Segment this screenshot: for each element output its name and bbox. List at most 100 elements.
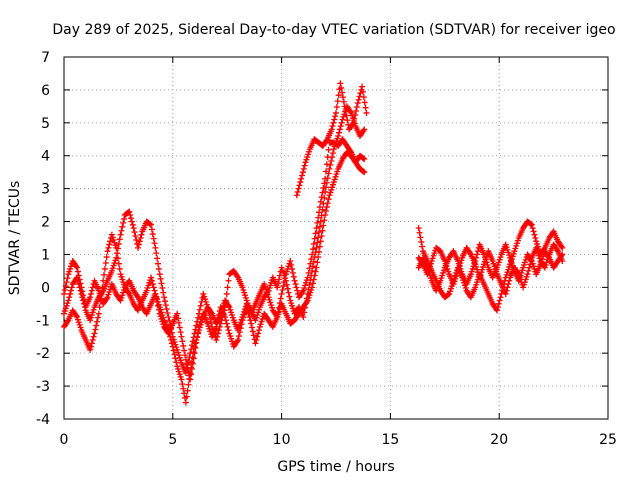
data-point <box>324 200 331 207</box>
data-point <box>273 312 280 319</box>
data-point <box>127 211 134 218</box>
data-point <box>87 290 94 297</box>
data-point <box>128 218 135 225</box>
data-series <box>293 80 370 199</box>
data-point <box>120 219 127 226</box>
y-tick-label: 0 <box>41 280 50 296</box>
data-point <box>117 231 124 238</box>
data-point <box>152 290 159 297</box>
data-point <box>215 327 222 334</box>
data-point <box>505 281 512 288</box>
data-point <box>74 268 81 275</box>
data-point <box>195 314 202 321</box>
data-point <box>305 269 312 276</box>
data-point <box>559 251 566 258</box>
data-point <box>149 231 156 238</box>
data-point <box>299 288 306 295</box>
data-point <box>336 126 343 133</box>
data-point <box>417 234 424 241</box>
data-point <box>361 126 368 133</box>
y-tick-label: -2 <box>36 346 50 362</box>
data-point <box>134 244 141 251</box>
data-point <box>312 268 319 275</box>
data-point <box>354 100 361 107</box>
data-point <box>166 317 173 324</box>
data-point <box>319 189 326 196</box>
data-point <box>225 277 232 284</box>
data-point <box>335 132 342 139</box>
data-series <box>61 136 368 376</box>
plot-frame <box>63 56 609 420</box>
data-point <box>73 263 80 270</box>
data-point <box>255 330 262 337</box>
data-point <box>68 284 75 291</box>
data-point <box>214 319 221 326</box>
data-point <box>158 280 165 287</box>
data-series <box>61 149 368 383</box>
data-point <box>64 275 71 282</box>
data-point <box>320 184 327 191</box>
y-tick-label: 3 <box>41 182 50 198</box>
data-point <box>224 323 231 330</box>
data-point <box>162 302 169 309</box>
data-point <box>323 204 330 211</box>
data-point <box>235 337 242 344</box>
data-point <box>289 269 296 276</box>
data-point <box>558 243 565 250</box>
data-point <box>234 338 241 345</box>
data-point <box>290 273 297 280</box>
data-point <box>190 334 197 341</box>
data-point <box>361 156 368 163</box>
data-point <box>494 307 501 314</box>
data-point <box>309 284 316 291</box>
data-point <box>322 208 329 215</box>
data-point <box>467 250 474 257</box>
data-point <box>64 318 71 325</box>
data-point <box>330 119 337 126</box>
data-point <box>113 254 120 261</box>
data-point <box>337 80 344 87</box>
data-point <box>280 283 287 290</box>
data-point <box>121 215 128 222</box>
data-point <box>248 320 255 327</box>
data-point <box>335 92 342 99</box>
data-point <box>219 313 226 320</box>
data-point <box>351 115 358 122</box>
data-point <box>530 228 537 235</box>
data-point <box>154 255 161 262</box>
data-point <box>157 275 164 282</box>
data-point <box>332 113 339 120</box>
data-point <box>175 315 182 322</box>
x-tick-label: 25 <box>599 432 617 448</box>
data-point <box>62 283 69 290</box>
data-point <box>342 107 349 114</box>
data-point <box>80 297 87 304</box>
data-point <box>286 293 293 300</box>
data-point <box>187 350 194 357</box>
data-point <box>94 318 101 325</box>
data-point <box>195 310 202 317</box>
data-point <box>247 317 254 324</box>
data-point <box>183 393 190 400</box>
data-point <box>191 330 198 337</box>
data-point <box>190 355 197 362</box>
data-point <box>238 321 245 328</box>
data-point <box>164 310 171 317</box>
data-point <box>136 238 143 245</box>
data-point <box>107 238 114 245</box>
data-point <box>168 329 175 336</box>
data-point <box>252 340 259 347</box>
data-point <box>254 333 261 340</box>
data-point <box>193 339 200 346</box>
x-tick-label: 5 <box>168 432 177 448</box>
data-point <box>99 288 106 295</box>
data-point <box>153 294 160 301</box>
data-point <box>322 175 329 182</box>
data-point <box>315 214 322 221</box>
data-point <box>502 290 509 297</box>
data-point <box>174 310 181 317</box>
data-point <box>181 352 188 359</box>
data-point <box>504 284 511 291</box>
data-point <box>308 256 315 263</box>
data-point <box>148 274 155 281</box>
